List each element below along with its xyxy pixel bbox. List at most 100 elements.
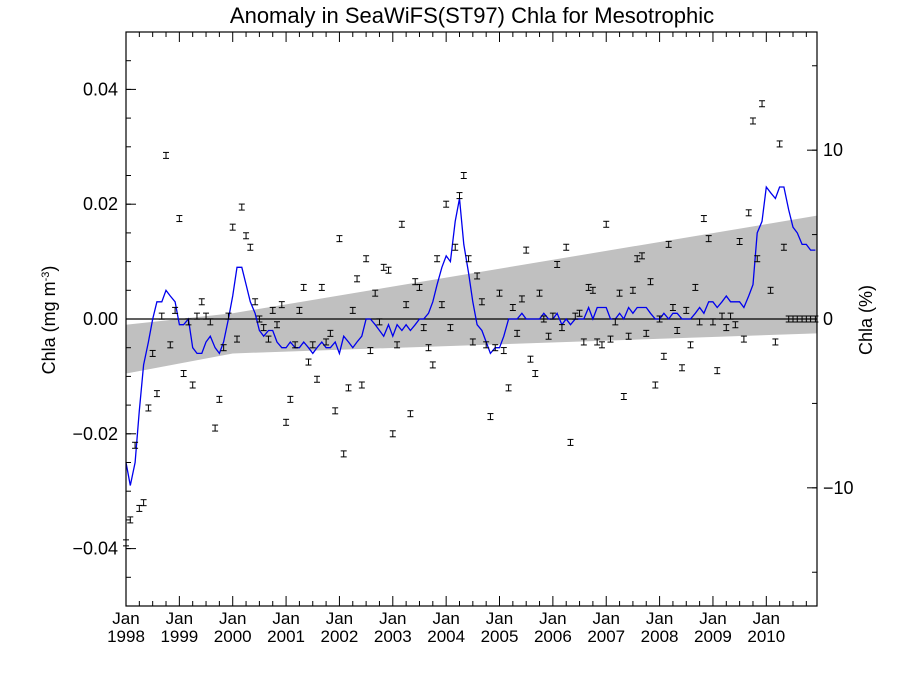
- data-point: [589, 286, 596, 294]
- data-point: [554, 260, 561, 268]
- data-point: [652, 381, 659, 389]
- data-point: [536, 289, 543, 297]
- data-point: [207, 318, 214, 326]
- data-point: [233, 335, 240, 343]
- data-point: [532, 370, 539, 378]
- y-left-tick-label: −0.02: [72, 424, 118, 444]
- data-point: [220, 344, 227, 352]
- data-point: [340, 450, 347, 458]
- y-left-tick-label: 0.04: [83, 79, 118, 99]
- data-point: [158, 312, 165, 320]
- data-point: [176, 215, 183, 223]
- data-point: [474, 272, 481, 280]
- data-point: [225, 312, 232, 320]
- data-point: [394, 341, 401, 349]
- data-point: [492, 344, 499, 352]
- x-tick-label-month: Jan: [432, 609, 459, 628]
- data-point: [549, 312, 556, 320]
- data-point: [696, 318, 703, 326]
- x-tick-label-month: Jan: [326, 609, 353, 628]
- data-point: [759, 100, 766, 108]
- data-point: [629, 286, 636, 294]
- data-point: [389, 430, 396, 438]
- x-tick-label-year: 2004: [427, 627, 465, 646]
- data-point: [603, 220, 610, 228]
- data-point: [558, 324, 565, 332]
- y-axis-label-left: Chla (mg m-3): [39, 266, 59, 375]
- data-point: [607, 335, 614, 343]
- data-point: [216, 395, 223, 403]
- x-tick-label-month: Jan: [593, 609, 620, 628]
- data-point: [719, 312, 726, 320]
- data-point: [514, 329, 521, 337]
- x-tick-label-year: 2006: [534, 627, 572, 646]
- data-point: [398, 220, 405, 228]
- data-point: [736, 238, 743, 246]
- data-point: [314, 375, 321, 383]
- data-point: [580, 338, 587, 346]
- x-tick-label-month: Jan: [539, 609, 566, 628]
- data-point: [274, 321, 281, 329]
- data-point: [692, 283, 699, 291]
- x-tick-label-month: Jan: [753, 609, 780, 628]
- data-point: [683, 306, 690, 314]
- data-point: [745, 209, 752, 217]
- data-point: [674, 326, 681, 334]
- y-left-tick-label: 0.02: [83, 194, 118, 214]
- y-axis-label-left-sup: -3: [40, 272, 52, 282]
- data-point: [669, 304, 676, 312]
- data-point: [523, 246, 530, 254]
- x-tick-label-year: 2002: [321, 627, 359, 646]
- y-axis-label-right: Chla (%): [856, 285, 876, 355]
- x-tick-label-year: 2010: [747, 627, 785, 646]
- data-point: [620, 392, 627, 400]
- x-tick-label-month: Jan: [699, 609, 726, 628]
- y-left-tick-label: 0.00: [83, 309, 118, 329]
- x-axis: Jan1998Jan1999Jan2000Jan2001Jan2002Jan20…: [107, 32, 807, 646]
- data-point: [438, 301, 445, 309]
- data-point: [269, 306, 276, 314]
- data-point: [145, 404, 152, 412]
- data-point: [625, 332, 632, 340]
- y-right-tick-label: 10: [823, 140, 843, 160]
- data-point: [318, 283, 325, 291]
- data-point: [443, 200, 450, 208]
- data-point: [780, 243, 787, 251]
- data-point: [132, 441, 139, 449]
- data-point: [509, 304, 516, 312]
- data-point: [456, 192, 463, 200]
- data-point: [193, 312, 200, 320]
- data-point: [354, 275, 361, 283]
- data-point: [567, 438, 574, 446]
- data-point: [243, 232, 250, 240]
- data-point: [327, 329, 334, 337]
- data-point: [483, 341, 490, 349]
- data-point: [420, 324, 427, 332]
- data-point: [452, 243, 459, 251]
- data-point: [416, 283, 423, 291]
- data-point: [500, 347, 507, 355]
- data-point: [260, 324, 267, 332]
- data-point: [687, 341, 694, 349]
- data-point: [487, 413, 494, 421]
- x-tick-label-year: 1999: [160, 627, 198, 646]
- data-point: [372, 289, 379, 297]
- data-point: [563, 243, 570, 251]
- data-point: [358, 381, 365, 389]
- data-point: [296, 306, 303, 314]
- data-point: [403, 301, 410, 309]
- data-point: [425, 344, 432, 352]
- data-point: [376, 318, 383, 326]
- data-point: [576, 309, 583, 317]
- data-point: [643, 329, 650, 337]
- data-point: [776, 140, 783, 148]
- data-point: [172, 306, 179, 314]
- data-point: [545, 332, 552, 340]
- right-axis: −10 0 10: [807, 65, 854, 573]
- data-point: [723, 324, 730, 332]
- data-point: [732, 321, 739, 329]
- x-tick-label-year: 2005: [481, 627, 519, 646]
- data-point: [705, 235, 712, 243]
- data-point: [300, 283, 307, 291]
